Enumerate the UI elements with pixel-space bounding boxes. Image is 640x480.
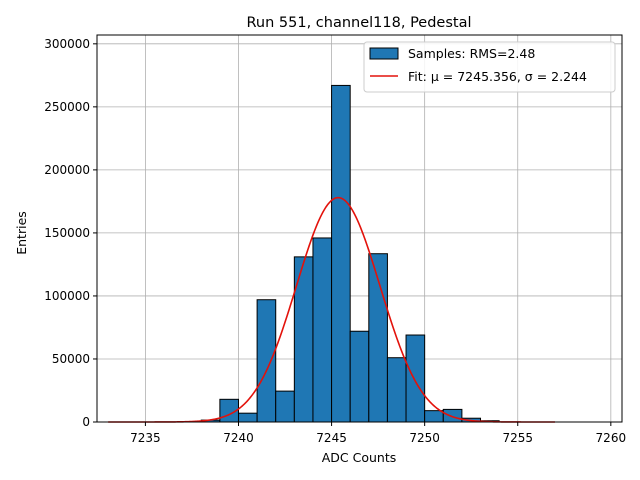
legend-swatch-samples — [369, 47, 399, 60]
histogram-bar — [331, 84, 351, 423]
histogram-bar — [256, 299, 277, 423]
histogram-bar — [275, 390, 295, 423]
y-tick-label: 150000 — [44, 226, 90, 240]
histogram-bar — [405, 334, 426, 423]
x-axis-label: ADC Counts — [322, 450, 397, 465]
histogram-bar — [442, 408, 463, 423]
x-tick-label: 7235 — [130, 431, 161, 445]
y-tick-label: 300000 — [44, 37, 90, 51]
legend: Samples: RMS=2.48 Fit: μ = 7245.356, σ =… — [363, 41, 616, 93]
histogram-bar — [312, 237, 333, 423]
legend-label-samples: Samples: RMS=2.48 — [408, 46, 535, 61]
y-axis-label: Entries — [14, 211, 29, 255]
y-axis-ticks: 0 50000 100000 150000 200000 250000 300000 — [44, 37, 97, 429]
x-tick-label: 7250 — [409, 431, 440, 445]
x-tick-label: 7240 — [223, 431, 254, 445]
legend-label-fit: Fit: μ = 7245.356, σ = 2.244 — [408, 69, 587, 84]
histogram-bars — [200, 84, 500, 423]
histogram-bar — [386, 357, 407, 423]
y-tick-label: 50000 — [52, 352, 90, 366]
chart-title: Run 551, channel118, Pedestal — [246, 15, 471, 31]
x-tick-label: 7255 — [502, 431, 533, 445]
legend-box — [363, 41, 616, 93]
y-tick-label: 200000 — [44, 163, 90, 177]
histogram-bar — [349, 330, 370, 423]
x-tick-label: 7260 — [596, 431, 627, 445]
histogram-bar — [424, 410, 444, 423]
axes-frame — [96, 34, 623, 423]
y-tick-label: 250000 — [44, 100, 90, 114]
x-tick-label: 7245 — [316, 431, 347, 445]
histogram-bar — [237, 412, 258, 423]
y-tick-label: 0 — [82, 415, 90, 429]
y-tick-label: 100000 — [44, 289, 90, 303]
x-axis-ticks: 7235 7240 7245 7250 7255 7260 — [130, 422, 626, 445]
